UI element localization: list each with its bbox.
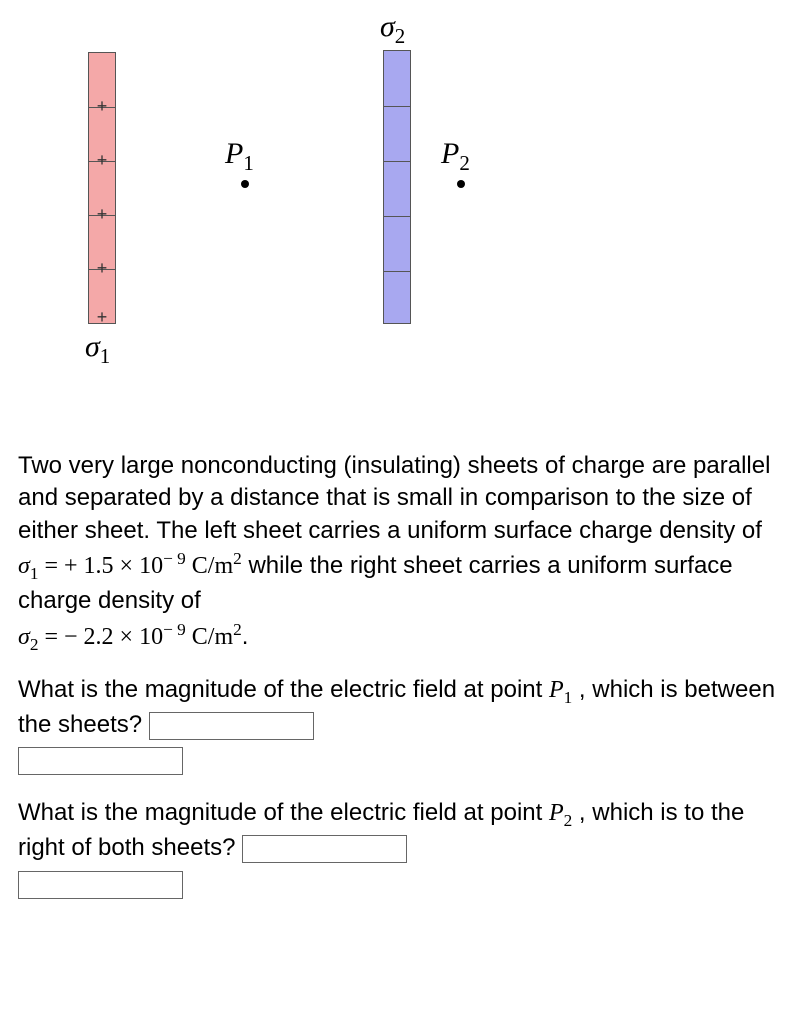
problem-part1: Two very large nonconducting (insulating… [18, 452, 770, 544]
q1-p: P1 [549, 677, 572, 703]
sigma2-label: σ2 [380, 10, 405, 49]
p1-symbol: P [225, 137, 243, 170]
q1-text-a: What is the magnitude of the electric fi… [18, 676, 549, 703]
question1: What is the magnitude of the electric fi… [18, 674, 778, 742]
p2-symbol: P [441, 137, 459, 170]
q2-unit-input[interactable] [18, 871, 183, 899]
sigma1-sub: 1 [100, 344, 111, 368]
diagram: σ2 + + + + + P1 P2 σ1 [18, 20, 518, 395]
p2-point [457, 180, 465, 188]
sigma2-symbol: σ [380, 10, 395, 43]
plus-icon: + [97, 259, 108, 277]
p1-sub: 1 [243, 151, 254, 175]
plus-icon: + [97, 151, 108, 169]
sigma1-symbol: σ [85, 330, 100, 363]
sigma1-expression: σ1 = + 1.5 × 10− 9 C/m2 [18, 553, 242, 579]
q2-p: P2 [549, 800, 572, 826]
q2-answer-input[interactable] [242, 835, 407, 863]
plus-icon: + [97, 308, 108, 326]
p1-label: P1 [225, 137, 254, 176]
sheet2 [383, 50, 411, 324]
problem-part3: . [242, 623, 249, 650]
plus-icon: + [97, 97, 108, 115]
q1-answer-input[interactable] [149, 712, 314, 740]
p2-sub: 2 [459, 151, 470, 175]
sigma2-expression: σ2 = − 2.2 × 10− 9 C/m2 [18, 624, 242, 650]
problem-text: Two very large nonconducting (insulating… [18, 450, 778, 656]
p1-point [241, 180, 249, 188]
p2-label: P2 [441, 137, 470, 176]
plus-icon: + [97, 205, 108, 223]
question2: What is the magnitude of the electric fi… [18, 797, 778, 865]
sheet1: + + + + + [88, 52, 116, 324]
q2-text-a: What is the magnitude of the electric fi… [18, 799, 549, 826]
sigma2-sub: 2 [395, 24, 406, 48]
q1-unit-input[interactable] [18, 747, 183, 775]
sigma1-label: σ1 [85, 330, 110, 369]
